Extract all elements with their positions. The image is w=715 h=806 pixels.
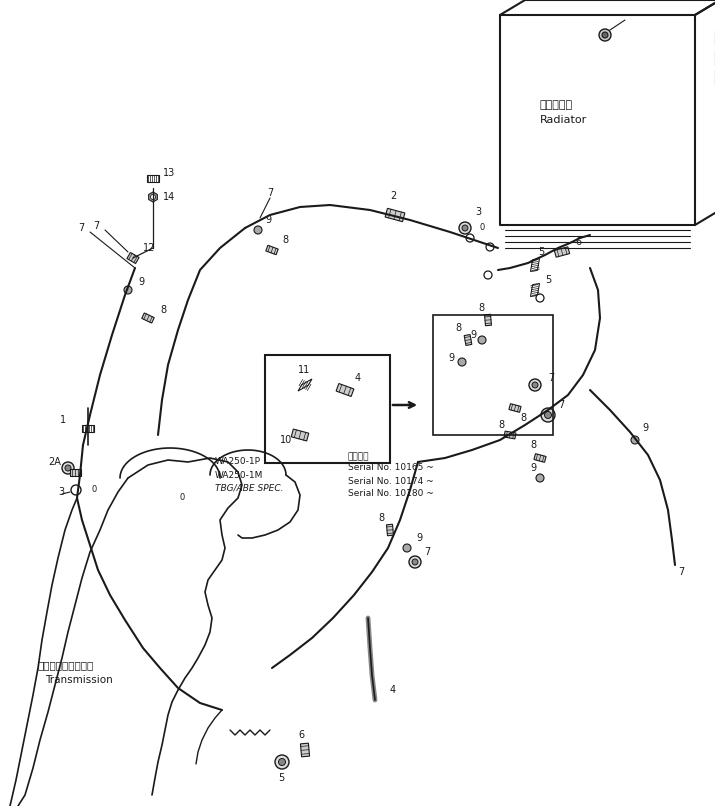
- Text: 8: 8: [530, 440, 536, 450]
- Text: 8: 8: [498, 420, 504, 430]
- Polygon shape: [266, 245, 278, 255]
- Circle shape: [71, 485, 81, 495]
- Circle shape: [536, 474, 544, 482]
- Text: 3: 3: [475, 207, 481, 217]
- Text: 6: 6: [298, 730, 304, 740]
- Circle shape: [150, 194, 155, 200]
- Circle shape: [599, 29, 611, 41]
- Text: 7: 7: [548, 373, 554, 383]
- Circle shape: [403, 544, 411, 552]
- Text: 7: 7: [78, 223, 84, 233]
- Text: 5: 5: [538, 247, 544, 257]
- Text: 9: 9: [642, 423, 648, 433]
- Text: 10: 10: [280, 435, 292, 445]
- Text: 12: 12: [143, 243, 155, 253]
- Polygon shape: [300, 743, 310, 757]
- Text: 11: 11: [298, 365, 310, 375]
- Text: ラジエータ: ラジエータ: [540, 100, 573, 110]
- Circle shape: [631, 436, 639, 444]
- Text: 0: 0: [480, 223, 485, 232]
- Polygon shape: [336, 384, 354, 397]
- Polygon shape: [127, 252, 139, 264]
- Text: 4: 4: [390, 685, 396, 695]
- Circle shape: [279, 758, 285, 766]
- Circle shape: [484, 271, 492, 279]
- Circle shape: [65, 465, 71, 471]
- Text: 7: 7: [424, 547, 430, 557]
- Text: 14: 14: [163, 192, 175, 202]
- Text: 9: 9: [416, 533, 422, 543]
- Text: 2: 2: [390, 191, 396, 201]
- Polygon shape: [534, 454, 546, 463]
- Text: 8: 8: [378, 513, 384, 523]
- Text: Serial No. 10180 ~: Serial No. 10180 ~: [348, 489, 434, 498]
- Text: 13: 13: [163, 168, 175, 178]
- Circle shape: [412, 559, 418, 565]
- Circle shape: [478, 336, 486, 344]
- Text: Serial No. 10174 ~: Serial No. 10174 ~: [348, 476, 433, 485]
- Text: 7: 7: [558, 400, 564, 410]
- Polygon shape: [149, 192, 157, 202]
- Text: 9: 9: [470, 330, 476, 340]
- Circle shape: [545, 412, 551, 418]
- Text: 8: 8: [478, 303, 484, 313]
- Circle shape: [458, 358, 466, 366]
- Text: 8: 8: [282, 235, 288, 245]
- Polygon shape: [485, 314, 491, 326]
- Text: 0: 0: [92, 485, 97, 495]
- Text: 5: 5: [278, 773, 285, 783]
- Circle shape: [466, 234, 474, 242]
- Text: 2A: 2A: [48, 457, 61, 467]
- Circle shape: [459, 222, 471, 234]
- Circle shape: [275, 755, 289, 769]
- Circle shape: [254, 226, 262, 234]
- Text: Transmission: Transmission: [45, 675, 113, 685]
- Text: 8: 8: [160, 305, 166, 315]
- Bar: [433, 315, 553, 435]
- Text: 8: 8: [520, 413, 526, 423]
- Text: トランスミッション: トランスミッション: [38, 660, 94, 670]
- Circle shape: [486, 243, 494, 251]
- Text: 7: 7: [267, 188, 273, 198]
- Text: 3: 3: [58, 487, 64, 497]
- Polygon shape: [464, 334, 472, 346]
- Polygon shape: [504, 431, 516, 439]
- Polygon shape: [385, 208, 405, 222]
- Text: 5: 5: [545, 275, 551, 285]
- Polygon shape: [69, 468, 81, 476]
- Text: WA250-1P: WA250-1P: [215, 458, 261, 467]
- Circle shape: [409, 556, 421, 568]
- Polygon shape: [142, 313, 154, 323]
- Bar: [265, 355, 390, 463]
- Text: 8: 8: [455, 323, 461, 333]
- Text: 0: 0: [180, 493, 185, 502]
- Polygon shape: [291, 429, 309, 441]
- Circle shape: [462, 225, 468, 231]
- Text: Radiator: Radiator: [540, 115, 587, 125]
- Text: 9: 9: [138, 277, 144, 287]
- Text: 1: 1: [60, 415, 66, 425]
- Circle shape: [62, 462, 74, 474]
- Circle shape: [536, 294, 544, 302]
- Text: 7: 7: [678, 567, 684, 577]
- Circle shape: [532, 382, 538, 388]
- Text: Serial No. 10165 ~: Serial No. 10165 ~: [348, 463, 434, 472]
- Circle shape: [541, 408, 555, 422]
- Circle shape: [602, 32, 608, 38]
- Circle shape: [124, 286, 132, 294]
- Text: 4: 4: [355, 373, 361, 383]
- Polygon shape: [387, 524, 393, 536]
- Polygon shape: [509, 404, 521, 413]
- Text: TBG/ABE SPEC.: TBG/ABE SPEC.: [215, 484, 284, 492]
- Text: 9: 9: [530, 463, 536, 473]
- Text: 9: 9: [265, 215, 271, 225]
- Text: 6: 6: [575, 237, 581, 247]
- Circle shape: [529, 379, 541, 391]
- Text: 7: 7: [93, 221, 99, 231]
- Polygon shape: [554, 247, 570, 257]
- Text: 適用号等: 適用号等: [348, 452, 370, 462]
- Text: WA250-1M: WA250-1M: [215, 471, 263, 480]
- Text: 9: 9: [448, 353, 454, 363]
